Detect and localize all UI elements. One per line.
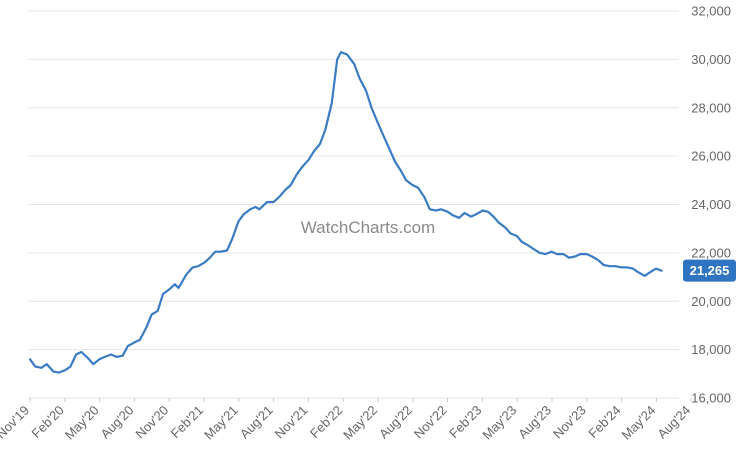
y-tick-label: 28,000 — [691, 100, 731, 115]
x-tick-label: Aug'23 — [515, 403, 554, 442]
y-tick-label: 26,000 — [691, 149, 731, 164]
last-value-badge-background — [683, 259, 736, 282]
gridlines — [28, 10, 679, 399]
x-tick-label: Aug'21 — [237, 403, 276, 442]
x-tick-label: Aug'22 — [376, 403, 415, 442]
y-tick-label: 22,000 — [691, 245, 731, 260]
x-tick-label: May'21 — [201, 403, 241, 443]
y-tick-label: 30,000 — [691, 52, 731, 67]
x-tick-label: Feb'20 — [28, 403, 66, 441]
y-tick-label: 32,000 — [691, 4, 731, 19]
last-value-label: 21,265 — [690, 263, 730, 278]
series-line — [28, 51, 663, 374]
x-tick-label: Nov'19 — [0, 403, 32, 442]
x-tick-label: Feb'23 — [446, 403, 484, 441]
x-tick-label: Feb'21 — [168, 403, 206, 441]
x-tick-label: Nov'22 — [411, 403, 450, 442]
x-tick-label: Feb'22 — [307, 403, 345, 441]
last-value-badge: 21,265 — [683, 259, 736, 282]
x-tick-label: Nov'23 — [550, 403, 589, 442]
x-tick-label: Nov'20 — [132, 403, 171, 442]
y-tick-label: 18,000 — [691, 342, 731, 357]
x-tick-label: May'24 — [619, 403, 659, 443]
x-tick-label: Aug'20 — [98, 403, 137, 442]
x-tick-label: Aug'24 — [654, 403, 693, 442]
x-tick-label: May'23 — [479, 403, 519, 443]
y-tick-label: 24,000 — [691, 197, 731, 212]
x-tick-label: Feb'24 — [585, 403, 623, 441]
y-axis-ticks: 16,000 18,000 20,000 22,000 24,000 26,000 28,0… — [691, 4, 731, 406]
watermark-text: WatchCharts.com — [301, 218, 435, 237]
x-axis-ticks: Nov'19Feb'20May'20Aug'20Nov'20Feb'21May'… — [0, 398, 693, 442]
x-tick-label: May'20 — [62, 403, 102, 443]
y-tick-label: 16,000 — [691, 391, 731, 406]
y-tick-label: 20,000 — [691, 294, 731, 309]
x-tick-label: Nov'21 — [272, 403, 311, 442]
x-tick-label: May'22 — [340, 403, 380, 443]
